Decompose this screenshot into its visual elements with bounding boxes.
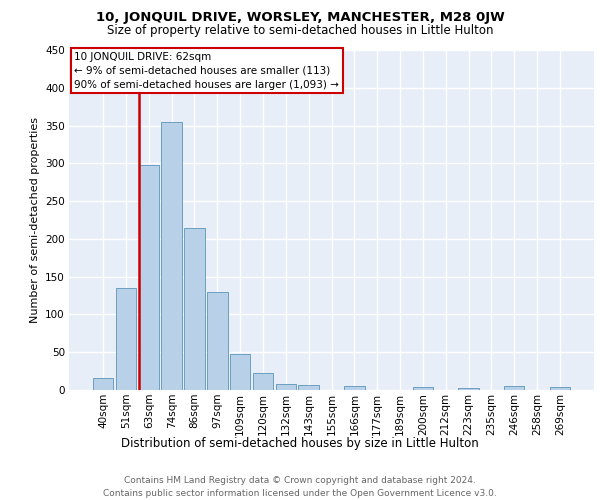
Bar xyxy=(230,354,250,390)
Text: Contains HM Land Registry data © Crown copyright and database right 2024.
Contai: Contains HM Land Registry data © Crown c… xyxy=(103,476,497,498)
Text: 10, JONQUIL DRIVE, WORSLEY, MANCHESTER, M28 0JW: 10, JONQUIL DRIVE, WORSLEY, MANCHESTER, … xyxy=(95,11,505,24)
Bar xyxy=(139,165,159,390)
Bar xyxy=(161,122,182,390)
Bar xyxy=(344,386,365,390)
Bar xyxy=(184,228,205,390)
Bar xyxy=(298,386,319,390)
Bar xyxy=(207,292,227,390)
Text: 10 JONQUIL DRIVE: 62sqm
← 9% of semi-detached houses are smaller (113)
90% of se: 10 JONQUIL DRIVE: 62sqm ← 9% of semi-det… xyxy=(74,52,339,90)
Bar xyxy=(458,388,479,390)
Bar xyxy=(93,378,113,390)
Bar xyxy=(413,387,433,390)
Bar xyxy=(275,384,296,390)
Bar xyxy=(253,374,273,390)
Text: Distribution of semi-detached houses by size in Little Hulton: Distribution of semi-detached houses by … xyxy=(121,438,479,450)
Bar xyxy=(550,387,570,390)
Bar xyxy=(116,288,136,390)
Bar xyxy=(504,386,524,390)
Y-axis label: Number of semi-detached properties: Number of semi-detached properties xyxy=(29,117,40,323)
Text: Size of property relative to semi-detached houses in Little Hulton: Size of property relative to semi-detach… xyxy=(107,24,493,37)
